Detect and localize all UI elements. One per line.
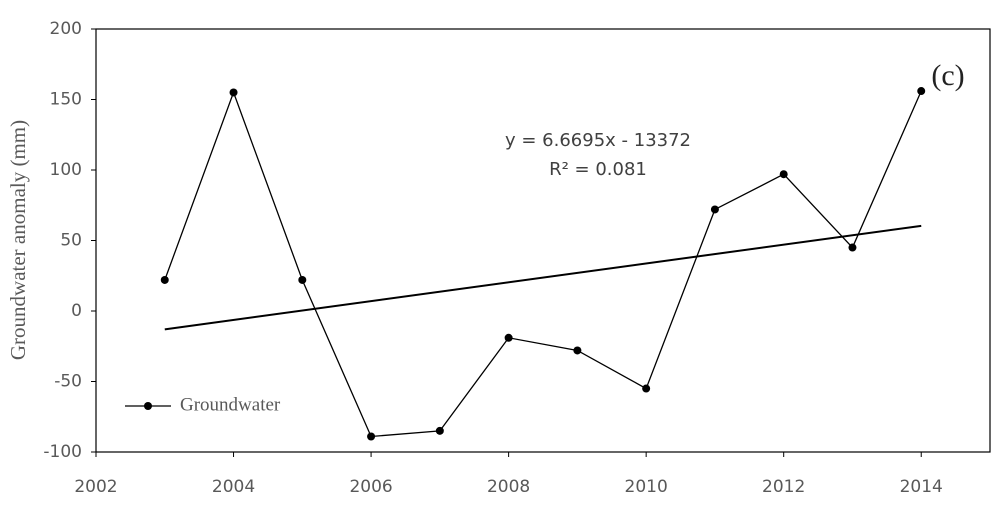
- legend-marker: [144, 402, 152, 410]
- data-point: [160, 275, 169, 284]
- x-tick-label: 2012: [762, 477, 805, 497]
- legend-label: Groundwater: [180, 394, 281, 415]
- data-point: [367, 432, 376, 441]
- data-point: [779, 170, 788, 179]
- y-tick-label: 150: [50, 90, 82, 110]
- x-tick-label: 2014: [900, 477, 943, 497]
- data-point: [573, 346, 582, 355]
- data-point: [642, 384, 651, 393]
- data-point: [917, 87, 926, 96]
- data-point: [435, 426, 444, 435]
- x-tick-label: 2010: [625, 477, 668, 497]
- y-tick-label: 50: [60, 231, 82, 251]
- trend-line: [164, 224, 922, 331]
- data-point: [710, 205, 719, 214]
- x-tick-label: 2004: [212, 477, 255, 497]
- y-tick-label: 100: [50, 160, 82, 180]
- x-tick-label: 2006: [349, 477, 392, 497]
- x-tick-label: 2008: [487, 477, 530, 497]
- data-point: [229, 88, 238, 97]
- panel-label: (c): [931, 59, 964, 92]
- series-line: [164, 90, 922, 438]
- data-point: [298, 275, 307, 284]
- y-tick-label: -100: [43, 442, 82, 462]
- y-axis-label: Groundwater anomaly (mm): [6, 120, 30, 360]
- y-tick-label: 200: [50, 19, 82, 39]
- y-tick-label: -50: [54, 372, 82, 392]
- x-tick-label: 2002: [74, 477, 117, 497]
- data-point: [504, 333, 513, 342]
- data-point: [848, 243, 857, 252]
- y-tick-label: 0: [71, 301, 82, 321]
- r-squared: R² = 0.081: [549, 159, 647, 180]
- trend-equation: y = 6.6695x - 13372: [505, 130, 691, 151]
